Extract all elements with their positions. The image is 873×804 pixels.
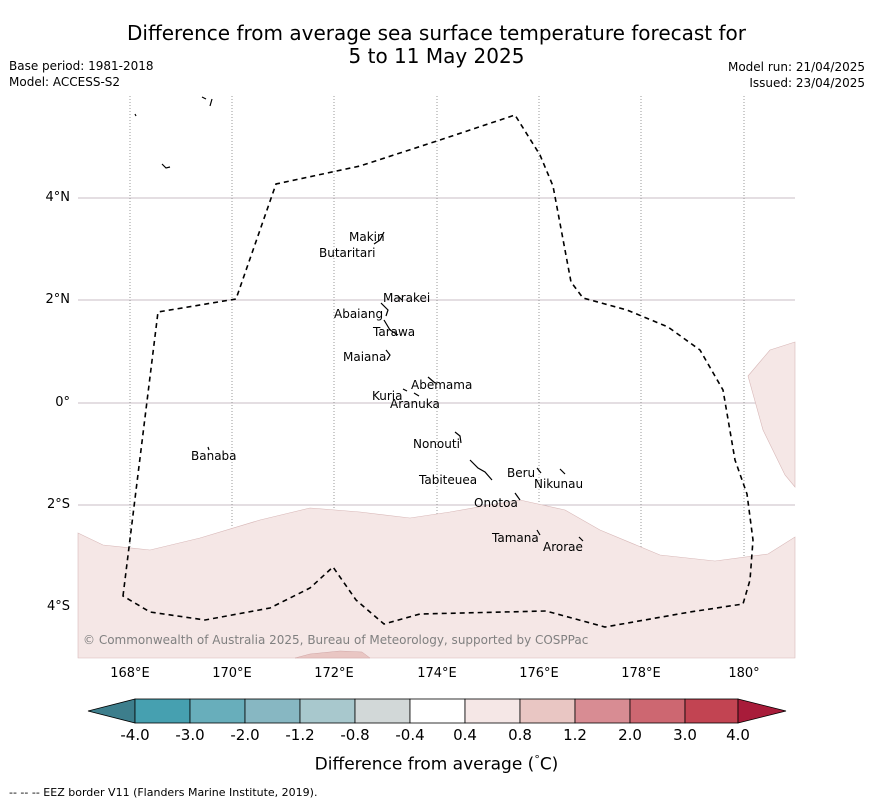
base-period: Base period: 1981-2018 <box>9 59 154 73</box>
anomaly-region-south <box>77 499 796 659</box>
issued-date: Issued: 23/04/2025 <box>749 76 865 90</box>
colorbar-label: -4.0 <box>120 726 150 744</box>
island-label-tarawa: Tarawa <box>373 325 416 339</box>
island-label-arorae: Arorae <box>543 540 583 554</box>
colorbar-title-text: Difference from average ( <box>314 754 535 775</box>
lon-tick-180: 180° <box>728 666 760 681</box>
colorbar-seg-8 <box>519 698 576 724</box>
lon-tick-174e: 174°E <box>417 666 457 681</box>
colorbar-seg-6 <box>409 698 466 724</box>
lat-tick-4s: 4°S <box>46 599 70 614</box>
island-outlines <box>134 96 584 542</box>
colorbar-seg-11 <box>684 698 739 724</box>
colorbar-extend-low <box>87 698 136 724</box>
lon-tick-178e: 178°E <box>621 666 661 681</box>
island-label-kuria: Kuria <box>372 389 403 403</box>
island-label-aranuka: Aranuka <box>390 397 440 411</box>
title-line-1: Difference from average sea surface temp… <box>126 21 746 45</box>
anomaly-region-east <box>747 341 796 488</box>
title-line-2: 5 to 11 May 2025 <box>348 44 525 68</box>
colorbar-label: 0.4 <box>453 726 477 744</box>
colorbar-label: 0.8 <box>508 726 532 744</box>
copyright-notice: © Commonwealth of Australia 2025, Bureau… <box>83 633 589 647</box>
colorbar-label: -0.4 <box>395 726 425 744</box>
eez-border <box>122 114 754 628</box>
colorbar-label: 1.2 <box>563 726 587 744</box>
colorbar-seg-4 <box>299 698 356 724</box>
model-run: Model run: 21/04/2025 <box>727 60 865 74</box>
colorbar-extend-high <box>737 698 787 724</box>
lat-tick-2s: 2°S <box>46 497 70 512</box>
island-label-nikunau: Nikunau <box>534 477 584 491</box>
island-label-tabiteuea: Tabiteuea <box>419 473 478 487</box>
colorbar <box>87 698 787 724</box>
island-label-makin: Makin <box>349 230 385 244</box>
lon-tick-172e: 172°E <box>314 666 354 681</box>
colorbar-label: 3.0 <box>673 726 697 744</box>
island-label-butaritari: Butaritari <box>319 246 376 260</box>
colorbar-seg-5 <box>354 698 411 724</box>
colorbar-label: -0.8 <box>340 726 370 744</box>
lon-tick-176e: 176°E <box>519 666 559 681</box>
colorbar-seg-3 <box>244 698 301 724</box>
colorbar-title-unit: C) <box>539 754 559 775</box>
colorbar-title: Difference from average (°C) <box>0 753 873 775</box>
colorbar-label: 2.0 <box>618 726 642 744</box>
island-label-maiana: Maiana <box>343 350 387 364</box>
island-label-abaiang: Abaiang <box>334 307 384 321</box>
colorbar-seg-1 <box>134 698 191 724</box>
island-label-onotoa: Onotoa <box>474 496 518 510</box>
colorbar-label: 4.0 <box>726 726 750 744</box>
colorbar-label: -2.0 <box>230 726 260 744</box>
lat-tick-4n: 4°N <box>45 190 71 205</box>
degree-symbol: ° <box>534 753 540 766</box>
colorbar-seg-10 <box>629 698 686 724</box>
chart-title: Difference from average sea surface temp… <box>0 22 873 68</box>
colorbar-seg-2 <box>189 698 246 724</box>
lat-tick-0: 0° <box>55 395 70 410</box>
lon-tick-170e: 170°E <box>212 666 252 681</box>
eez-legend-footer: -- -- -- EEZ border V11 (Flanders Marine… <box>9 786 318 799</box>
lon-tick-168e: 168°E <box>110 666 150 681</box>
anomaly-region-bottom-patch <box>294 650 371 659</box>
colorbar-label: -1.2 <box>285 726 315 744</box>
island-label-tamana: Tamana <box>492 531 539 545</box>
island-label-abemama: Abemama <box>411 378 473 392</box>
colorbar-label: -3.0 <box>175 726 205 744</box>
island-label-beru: Beru <box>507 466 536 480</box>
colorbar-seg-7 <box>464 698 521 724</box>
colorbar-seg-9 <box>574 698 631 724</box>
lat-tick-2n: 2°N <box>45 292 71 307</box>
island-label-banaba: Banaba <box>191 449 237 463</box>
model-name: Model: ACCESS-S2 <box>9 75 121 89</box>
island-label-nonouti: Nonouti <box>413 437 460 451</box>
island-label-marakei: Marakei <box>383 291 431 305</box>
